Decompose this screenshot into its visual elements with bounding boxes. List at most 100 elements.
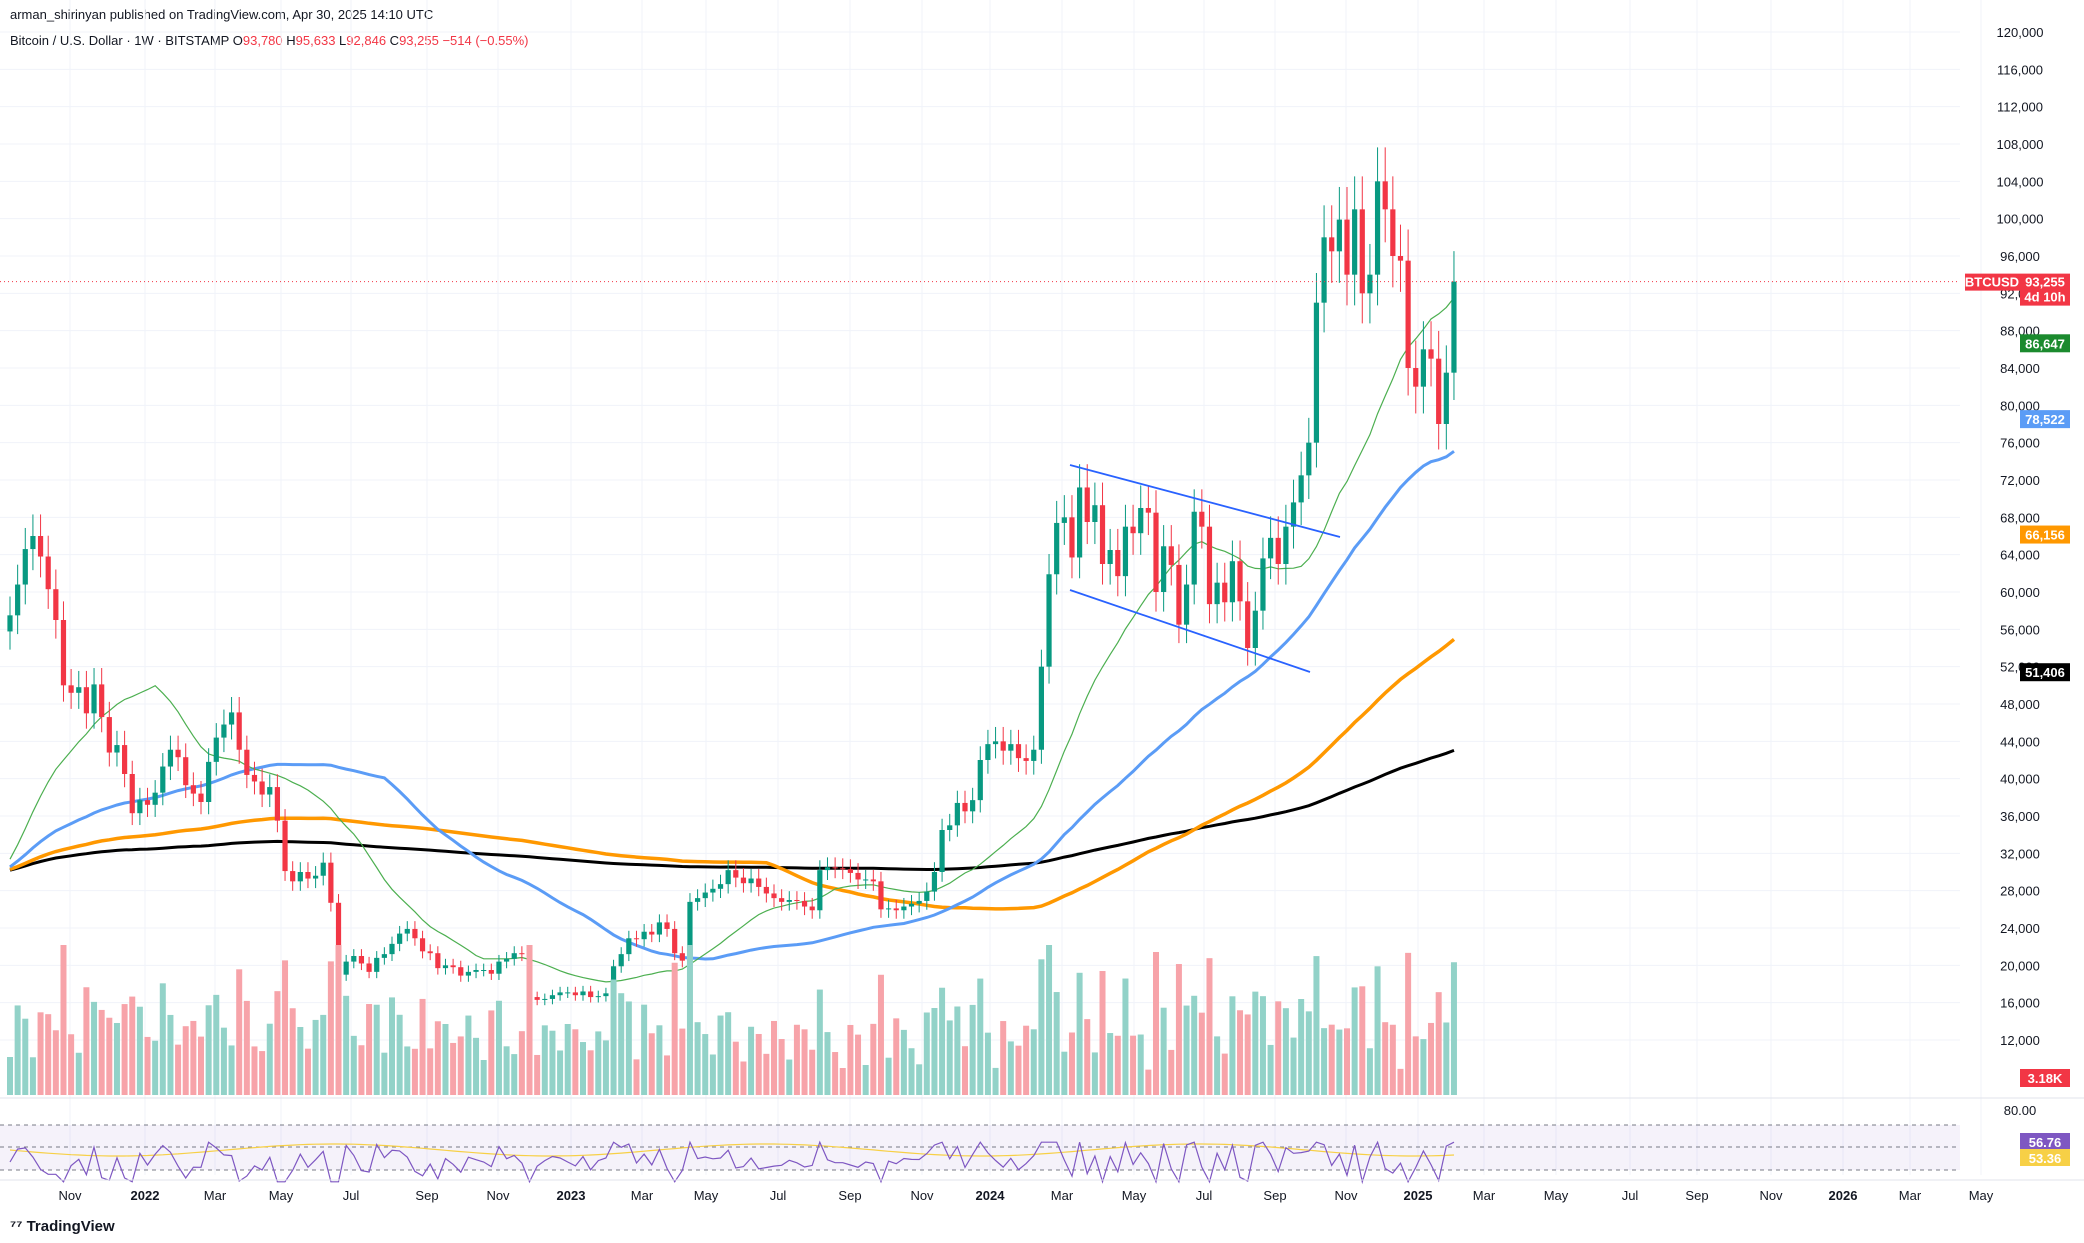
volume-bar <box>1412 1036 1419 1095</box>
candle-body <box>53 589 59 620</box>
ma-badge-value: 66,156 <box>2025 528 2065 543</box>
y-tick-label: 24,000 <box>2000 921 2040 936</box>
candle-body <box>458 967 464 976</box>
ma200-line <box>9 748 1455 872</box>
y-tick-label: 72,000 <box>2000 473 2040 488</box>
candle-body <box>1099 505 1106 564</box>
volume-bar <box>366 1004 373 1095</box>
tradingview-logo-text: TradingView <box>26 1218 115 1235</box>
tradingview-logo-icon: ⁷⁷ <box>10 1218 23 1235</box>
candle-body <box>893 908 899 911</box>
candle-body <box>702 892 708 899</box>
candle-body <box>633 938 640 940</box>
candle-body <box>427 951 433 954</box>
candle-body <box>198 793 204 802</box>
candle-body <box>236 712 242 750</box>
candle-body <box>1153 512 1159 592</box>
candle-body <box>618 954 624 967</box>
volume-bar <box>121 1004 128 1095</box>
volume-bar <box>793 1024 800 1095</box>
volume-bar <box>373 1004 380 1095</box>
candle-body <box>1336 219 1342 252</box>
candle-body <box>1183 584 1190 625</box>
candle-body <box>595 996 601 998</box>
candle-body <box>603 993 609 997</box>
volume-bar <box>977 978 984 1095</box>
candle-body <box>1222 582 1228 603</box>
volume-bar <box>984 1032 991 1095</box>
candle-body <box>725 870 731 885</box>
candle-body <box>771 893 777 899</box>
volume-bar <box>1091 1052 1098 1095</box>
candle-body <box>756 878 762 887</box>
candle-body <box>358 956 365 964</box>
candle-body <box>1092 505 1098 522</box>
volume-bar <box>343 995 350 1095</box>
candle-body <box>817 870 823 911</box>
candle-body <box>863 879 869 881</box>
candle-body <box>76 687 82 693</box>
volume-bar <box>1443 1022 1450 1095</box>
candle-body <box>297 872 303 882</box>
candle-body <box>442 965 449 969</box>
candle-body <box>1191 511 1197 585</box>
candle-body <box>1054 522 1060 575</box>
candle-body <box>1038 666 1044 750</box>
tradingview-logo[interactable]: ⁷⁷ TradingView <box>10 1218 115 1235</box>
volume-bar <box>1198 1012 1205 1095</box>
rsi-line <box>9 1140 1455 1185</box>
volume-bar <box>167 1014 174 1095</box>
candle-body <box>763 886 769 894</box>
volume-bar <box>1061 1051 1068 1095</box>
volume-bar <box>564 1024 571 1095</box>
volume-bar <box>442 1024 449 1095</box>
y-tick-label: 100,000 <box>1997 212 2044 227</box>
candle-body <box>1046 574 1052 667</box>
volume-bar <box>503 1046 510 1095</box>
y-tick-label: 36,000 <box>2000 809 2040 824</box>
x-tick-label: Sep <box>1685 1188 1708 1203</box>
volume-bar <box>801 1029 808 1095</box>
candle-body <box>419 938 426 952</box>
candle-body <box>15 584 21 616</box>
ohlc-open: 93,780 <box>242 33 283 48</box>
candle-body <box>137 800 143 814</box>
candle-body <box>267 787 273 795</box>
candle-body <box>542 998 548 1000</box>
volume-badge-bg <box>2020 1069 2070 1087</box>
candle-body <box>282 820 288 872</box>
candle-body <box>1275 537 1281 564</box>
candle-body <box>397 933 403 944</box>
symbol-legend[interactable]: Bitcoin / U.S. Dollar · 1W · BITSTAMP O9… <box>10 32 528 50</box>
candle-body <box>83 687 89 714</box>
ma-badge-bg <box>2020 410 2070 429</box>
volume-bar <box>923 1012 930 1095</box>
x-tick-label: Mar <box>631 1188 654 1203</box>
candle-body <box>1084 487 1090 522</box>
candle-body <box>985 744 991 760</box>
volume-bar <box>786 1059 793 1095</box>
candle-body <box>740 877 747 884</box>
volume-bar <box>1321 1028 1328 1095</box>
x-tick-label: Sep <box>838 1188 861 1203</box>
volume-bar <box>175 1044 182 1095</box>
candle-body <box>1428 349 1434 359</box>
candle-body <box>175 749 181 758</box>
volume-bar <box>1328 1024 1335 1095</box>
candle-body <box>992 741 999 745</box>
rsi-tick-label: 80.00 <box>2004 1103 2037 1118</box>
candle-body <box>37 536 44 557</box>
y-tick-label: 96,000 <box>2000 249 2040 264</box>
volume-bar <box>1305 1011 1312 1095</box>
volume-bar <box>159 983 166 1095</box>
volume-bar <box>83 987 90 1095</box>
candle-body <box>1031 749 1037 761</box>
volume-bar <box>870 1023 877 1095</box>
candle-body <box>924 891 930 901</box>
x-tick-label: 2022 <box>131 1188 160 1203</box>
volume-bar <box>908 1048 915 1095</box>
candle-body <box>847 869 853 873</box>
y-tick-label: 40,000 <box>2000 772 2040 787</box>
volume-bar <box>1275 1001 1282 1095</box>
